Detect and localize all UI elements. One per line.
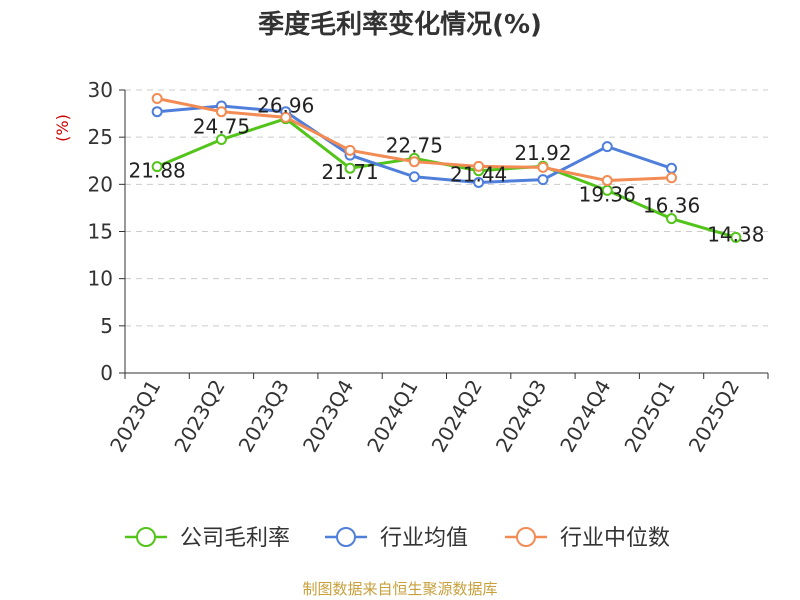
data-label: 14.38 xyxy=(707,222,764,246)
x-tick-label: 2023Q4 xyxy=(298,376,358,457)
x-tick-label: 2024Q1 xyxy=(362,376,422,457)
data-point xyxy=(601,175,613,187)
x-tick-label: 2025Q1 xyxy=(619,376,679,457)
data-labels: 21.88 24.75 26.96 21.71 22.75 21.44 21.92 19.36… xyxy=(129,94,765,247)
legend-label: 行业均值 xyxy=(380,526,468,551)
y-axis-label: (%) xyxy=(53,114,72,142)
data-point xyxy=(280,111,292,123)
data-point xyxy=(473,160,485,172)
y-tick-label: 5 xyxy=(100,314,113,338)
legend-marker-icon xyxy=(136,527,156,547)
data-label: 21.71 xyxy=(321,160,378,184)
chart-title: 季度毛利率变化情况(%) xyxy=(258,9,542,40)
data-label: 21.92 xyxy=(514,141,571,165)
data-point xyxy=(666,172,678,184)
data-label: 16.36 xyxy=(643,194,700,218)
legend-marker-icon xyxy=(336,527,356,547)
data-label: 21.44 xyxy=(450,163,507,187)
data-point xyxy=(408,156,420,168)
x-tick-label: 2024Q4 xyxy=(555,376,615,457)
data-point xyxy=(408,171,420,183)
legend-label: 行业中位数 xyxy=(560,526,670,551)
grid xyxy=(125,89,768,327)
legend-label: 公司毛利率 xyxy=(180,526,290,551)
x-tick-label: 2025Q2 xyxy=(684,376,744,457)
data-point xyxy=(344,144,356,156)
data-point xyxy=(151,161,163,173)
source-note: 制图数据来自恒生聚源数据库 xyxy=(302,580,497,598)
data-point xyxy=(215,134,227,146)
data-point xyxy=(473,176,485,188)
data-point xyxy=(601,141,613,153)
y-tick-label: 0 xyxy=(100,361,113,385)
series-layer xyxy=(151,92,742,243)
x-tick-label: 2024Q2 xyxy=(427,376,487,457)
data-label: 21.88 xyxy=(129,159,186,183)
legend-item-2: 行业中位数 xyxy=(505,526,670,551)
data-point xyxy=(666,162,678,174)
data-point xyxy=(151,106,163,118)
y-tick-label: 10 xyxy=(88,267,113,291)
x-tick-label: 2023Q2 xyxy=(169,376,229,457)
x-tick-label: 2023Q3 xyxy=(234,376,294,457)
data-point xyxy=(537,174,549,186)
data-label: 19.36 xyxy=(579,182,636,206)
x-tick-label: 2024Q3 xyxy=(491,376,551,457)
data-point xyxy=(344,162,356,174)
y-tick-label: 25 xyxy=(88,125,113,149)
x-tick-label: 2023Q1 xyxy=(105,376,165,457)
data-label: 26.96 xyxy=(257,94,314,118)
legend: 公司毛利率 行业均值 行业中位数 xyxy=(125,526,670,551)
data-point xyxy=(151,92,163,104)
data-point xyxy=(537,161,549,173)
data-label: 24.75 xyxy=(193,115,250,139)
data-point xyxy=(215,106,227,118)
series-2 xyxy=(151,92,678,187)
y-tick-label: 30 xyxy=(88,78,113,102)
data-label: 22.75 xyxy=(386,133,443,157)
data-point xyxy=(730,231,742,243)
y-tick-label: 20 xyxy=(88,172,113,196)
data-point xyxy=(666,213,678,225)
legend-marker-icon xyxy=(516,527,536,547)
legend-item-0: 公司毛利率 xyxy=(125,526,290,551)
y-tick-label: 15 xyxy=(88,220,113,244)
legend-item-1: 行业均值 xyxy=(325,526,468,551)
